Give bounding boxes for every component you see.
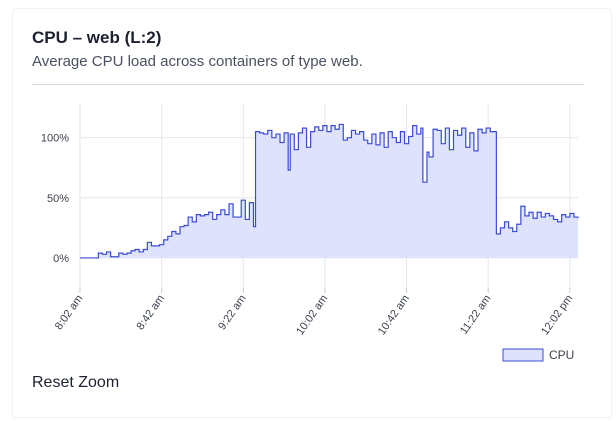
legend[interactable]: CPU	[502, 348, 574, 362]
reset-zoom-button[interactable]: Reset Zoom	[32, 374, 120, 391]
header-divider	[32, 84, 584, 85]
x-tick-label: 12:02 pm	[539, 293, 575, 337]
legend-label[interactable]: CPU	[549, 348, 574, 362]
cpu-area-fill	[80, 124, 578, 258]
chart-subtitle: Average CPU load across containers of ty…	[32, 53, 363, 70]
y-tick-label: 0%	[53, 253, 69, 265]
x-axis-ticks: 8:02 am 8:42 am 9:22 am 10:02 am 10:42 am 11:…	[53, 288, 575, 337]
y-tick-label: 100%	[41, 133, 69, 145]
y-axis-ticks: 0% 50% 100%	[41, 133, 69, 265]
y-tick-label: 50%	[47, 193, 69, 205]
cpu-series-line[interactable]	[80, 123, 579, 259]
x-tick-label: 8:42 am	[134, 293, 167, 332]
x-tick-label: 10:02 am	[294, 293, 330, 337]
x-tick-label: 10:42 am	[376, 293, 412, 337]
x-tick-label: 8:02 am	[53, 293, 86, 332]
cpu-series[interactable]	[80, 123, 579, 259]
x-tick-label: 9:22 am	[216, 293, 249, 332]
legend-swatch[interactable]	[502, 348, 544, 362]
x-tick-label: 11:22 am	[458, 293, 494, 337]
chart-title: CPU – web (L:2)	[32, 28, 162, 47]
